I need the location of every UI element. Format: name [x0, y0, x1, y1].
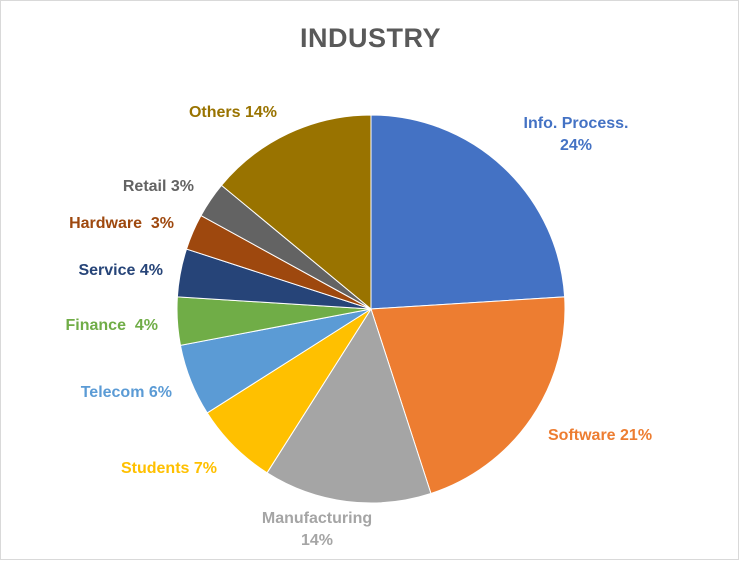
data-label-service: Service 4% — [78, 262, 163, 279]
data-label-telecom: Telecom 6% — [80, 384, 172, 401]
data-label-students: Students 7% — [120, 460, 217, 477]
chart-title: INDUSTRY — [299, 23, 441, 53]
data-label-manufacturing: Manufacturing 14% — [261, 510, 373, 549]
data-label-hardware: Hardware 3% — [69, 215, 174, 232]
data-label-info-process: Info. Process. 24% — [523, 115, 629, 154]
pie-slice-others — [220, 114, 372, 311]
data-label-others: Others 14% — [188, 104, 277, 121]
data-label-software: Software 21% — [548, 427, 653, 444]
pie-slice-software — [370, 296, 566, 495]
pie-slice-manufacturing — [266, 307, 432, 504]
pie-slice-info-process — [370, 114, 566, 310]
data-label-retail: Retail 3% — [122, 178, 194, 195]
data-label-finance: Finance 4% — [65, 317, 158, 334]
